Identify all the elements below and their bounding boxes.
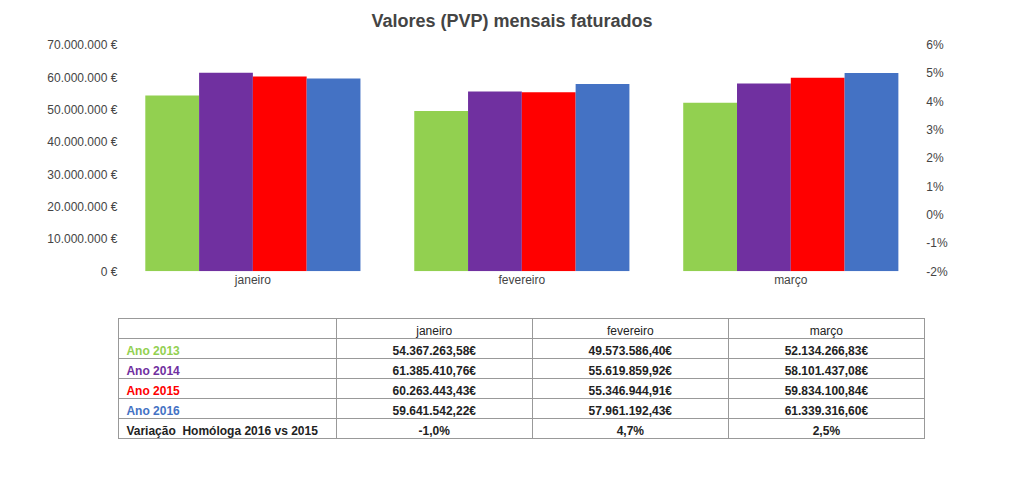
svg-text:janeiro: janeiro — [234, 273, 271, 287]
svg-text:4,7%: 4,7% — [617, 424, 645, 438]
svg-text:49.573.586,40€: 49.573.586,40€ — [589, 344, 673, 358]
svg-text:fevereiro: fevereiro — [498, 273, 545, 287]
svg-text:2,5%: 2,5% — [813, 424, 841, 438]
svg-text:61.385.410,76€: 61.385.410,76€ — [393, 364, 477, 378]
svg-text:Ano 2016: Ano 2016 — [126, 404, 180, 418]
svg-text:Valores (PVP) mensais faturado: Valores (PVP) mensais faturados — [371, 11, 652, 31]
svg-text:40.000.000 €: 40.000.000 € — [47, 135, 117, 149]
svg-text:5%: 5% — [926, 66, 944, 80]
svg-text:59.641.542,22€: 59.641.542,22€ — [393, 404, 477, 418]
svg-text:50.000.000 €: 50.000.000 € — [47, 103, 117, 117]
svg-text:52.134.266,83€: 52.134.266,83€ — [785, 344, 869, 358]
svg-text:março: março — [774, 273, 808, 287]
svg-text:Variação Homóloga 2016 vs 201: Variação Homóloga 2016 vs 2015 — [126, 424, 318, 438]
svg-text:70.000.000 €: 70.000.000 € — [47, 38, 117, 52]
svg-text:-1%: -1% — [926, 236, 948, 250]
svg-text:1%: 1% — [926, 180, 944, 194]
svg-text:30.000.000 €: 30.000.000 € — [47, 168, 117, 182]
svg-text:60.000.000 €: 60.000.000 € — [47, 71, 117, 85]
svg-text:0%: 0% — [926, 208, 944, 222]
svg-text:61.339.316,60€: 61.339.316,60€ — [785, 404, 869, 418]
svg-text:55.619.859,92€: 55.619.859,92€ — [589, 364, 673, 378]
svg-text:60.263.443,43€: 60.263.443,43€ — [393, 384, 477, 398]
svg-text:3%: 3% — [926, 123, 944, 137]
svg-text:janeiro: janeiro — [415, 324, 452, 338]
svg-text:59.834.100,84€: 59.834.100,84€ — [785, 384, 869, 398]
svg-text:Ano 2014: Ano 2014 — [126, 364, 180, 378]
svg-text:-2%: -2% — [926, 265, 948, 279]
svg-text:março: março — [810, 324, 844, 338]
svg-text:57.961.192,43€: 57.961.192,43€ — [589, 404, 673, 418]
svg-text:58.101.437,08€: 58.101.437,08€ — [785, 364, 869, 378]
svg-text:20.000.000 €: 20.000.000 € — [47, 200, 117, 214]
svg-text:54.367.263,58€: 54.367.263,58€ — [393, 344, 477, 358]
svg-text:4%: 4% — [926, 95, 944, 109]
svg-text:2%: 2% — [926, 151, 944, 165]
svg-text:fevereiro: fevereiro — [607, 324, 654, 338]
svg-text:6%: 6% — [926, 38, 944, 52]
svg-text:55.346.944,91€: 55.346.944,91€ — [589, 384, 673, 398]
svg-text:-1,0%: -1,0% — [419, 424, 451, 438]
svg-text:Ano 2015: Ano 2015 — [126, 384, 180, 398]
svg-text:10.000.000 €: 10.000.000 € — [47, 232, 117, 246]
svg-text:0 €: 0 € — [101, 265, 118, 279]
svg-text:Ano 2013: Ano 2013 — [126, 344, 180, 358]
